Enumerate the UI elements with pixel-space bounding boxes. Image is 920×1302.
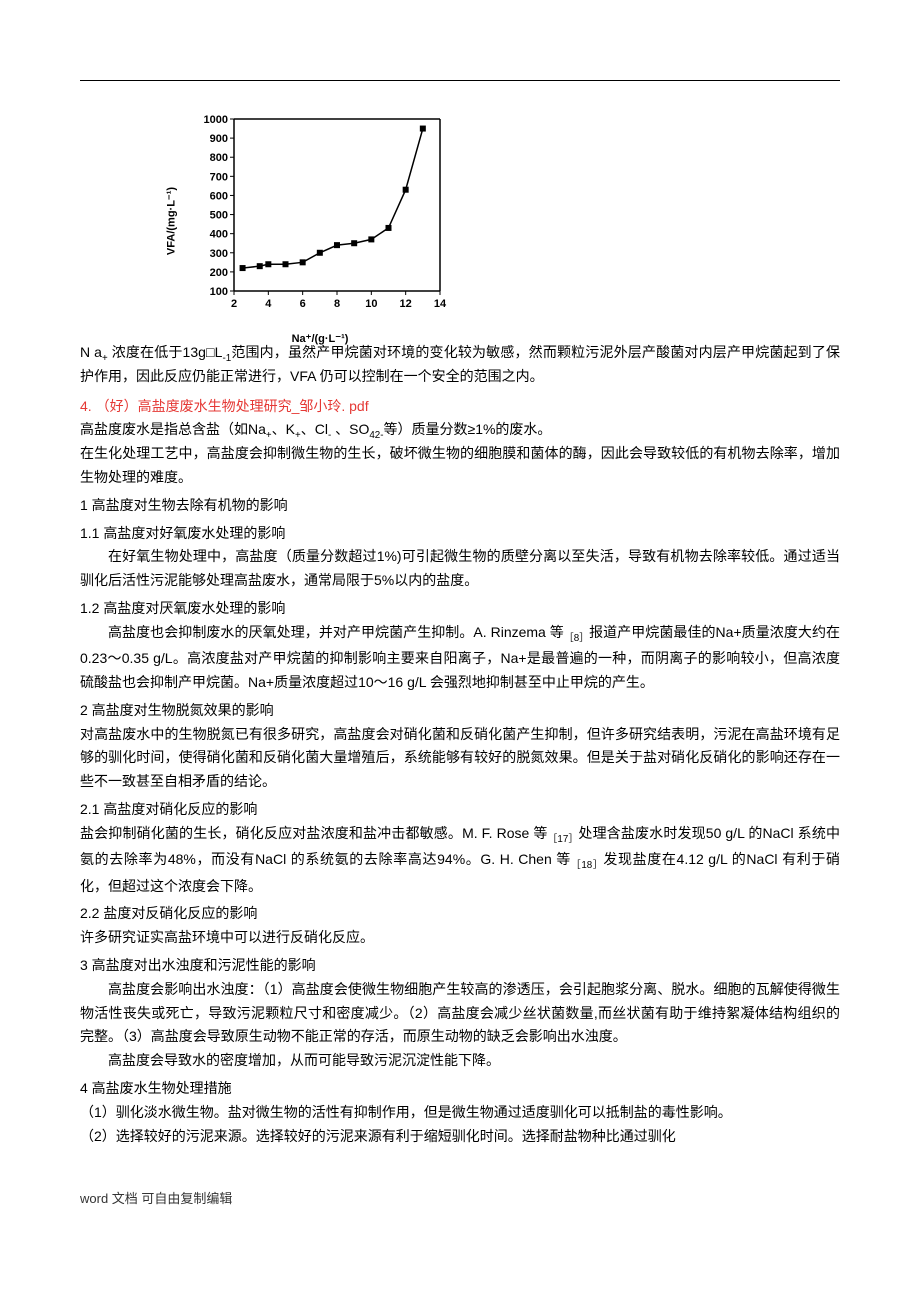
- heading-4: 4 高盐废水生物处理措施: [80, 1077, 840, 1101]
- heading-1-1: 1.1 高盐度对好氧废水处理的影响: [80, 522, 840, 546]
- svg-text:14: 14: [434, 298, 447, 310]
- heading-2-2: 2.2 盐度对反硝化反应的影响: [80, 902, 840, 926]
- svg-text:6: 6: [300, 298, 306, 310]
- svg-text:800: 800: [210, 152, 228, 164]
- svg-text:2: 2: [231, 298, 237, 310]
- heading-1-2: 1.2 高盐度对厌氧废水处理的影响: [80, 597, 840, 621]
- chart-y-axis-label: VFA/(mg·L⁻¹): [163, 187, 182, 255]
- svg-text:900: 900: [210, 133, 228, 145]
- svg-text:10: 10: [365, 298, 377, 310]
- svg-text:500: 500: [210, 210, 228, 222]
- svg-text:100: 100: [210, 286, 228, 298]
- heading-1: 1 高盐度对生物去除有机物的影响: [80, 494, 840, 518]
- paragraph-turbidity: 高盐度会影响出水浊度：（1）高盐度会使微生物细胞产生较高的渗透压，会引起胞浆分离…: [80, 978, 840, 1049]
- paragraph-measure-1: （1）驯化淡水微生物。盐对微生物的活性有抑制作用，但是微生物通过适度驯化可以抵制…: [80, 1101, 840, 1125]
- heading-2: 2 高盐度对生物脱氮效果的影响: [80, 699, 840, 723]
- paragraph-na-concentration: N a+ 浓度在低于13g□L-1范围内，虽然产甲烷菌对环境的变化较为敏感，然而…: [80, 341, 840, 389]
- paragraph-aerobic: 在好氧生物处理中，高盐度（质量分数超过1%)可引起微生物的质壁分离以至失活，导致…: [80, 545, 840, 593]
- svg-text:700: 700: [210, 171, 228, 183]
- paragraph-denitrification-overview: 对高盐废水中的生物脱氮已有很多研究，高盐度会对硝化菌和反硝化菌产生抑制，但许多研…: [80, 723, 840, 794]
- svg-text:400: 400: [210, 229, 228, 241]
- vfa-na-chart: VFA/(mg·L⁻¹) 100200300400500600700800900…: [190, 111, 450, 331]
- svg-text:300: 300: [210, 248, 228, 260]
- svg-text:600: 600: [210, 190, 228, 202]
- svg-text:1000: 1000: [204, 114, 228, 126]
- top-horizontal-rule: [80, 80, 840, 81]
- paragraph-biochem-process: 在生化处理工艺中，高盐度会抑制微生物的生长，破坏微生物的细胞膜和菌体的酶，因此会…: [80, 442, 840, 490]
- chart-x-axis-label: Na⁺/(g·L⁻¹): [292, 330, 349, 349]
- svg-text:8: 8: [334, 298, 340, 310]
- paragraph-nitrification: 盐会抑制硝化菌的生长，硝化反应对盐浓度和盐冲击都敏感。M. F. Rose 等［…: [80, 822, 840, 899]
- heading-2-1: 2.1 高盐度对硝化反应的影响: [80, 798, 840, 822]
- paragraph-density: 高盐度会导致水的密度增加，从而可能导致污泥沉淀性能下降。: [80, 1049, 840, 1073]
- paragraph-denitrification: 许多研究证实高盐环境中可以进行反硝化反应。: [80, 926, 840, 950]
- svg-text:4: 4: [265, 298, 272, 310]
- paragraph-anaerobic: 高盐度也会抑制废水的厌氧处理，并对产甲烷菌产生抑制。A. Rinzema 等［8…: [80, 621, 840, 695]
- paragraph-high-salinity-def: 高盐度废水是指总含盐（如Na+、K+、Cl- 、SO42-等）质量分数≥1%的废…: [80, 418, 840, 442]
- chart-plot-area: 100 200 300 400 500 600 700 800 900 1000 2 4 6 8 10 12 1…: [190, 111, 450, 311]
- svg-text:200: 200: [210, 267, 228, 279]
- svg-text:12: 12: [400, 298, 412, 310]
- section-4-title: 4. （好）高盐度废水生物处理研究_邹小玲. pdf: [80, 395, 840, 419]
- paragraph-measure-2: （2）选择较好的污泥来源。选择较好的污泥来源有利于缩短驯化时间。选择耐盐物种比通…: [80, 1125, 840, 1149]
- heading-3: 3 高盐度对出水浊度和污泥性能的影响: [80, 954, 840, 978]
- page-footer: word 文档 可自由复制编辑: [80, 1188, 840, 1210]
